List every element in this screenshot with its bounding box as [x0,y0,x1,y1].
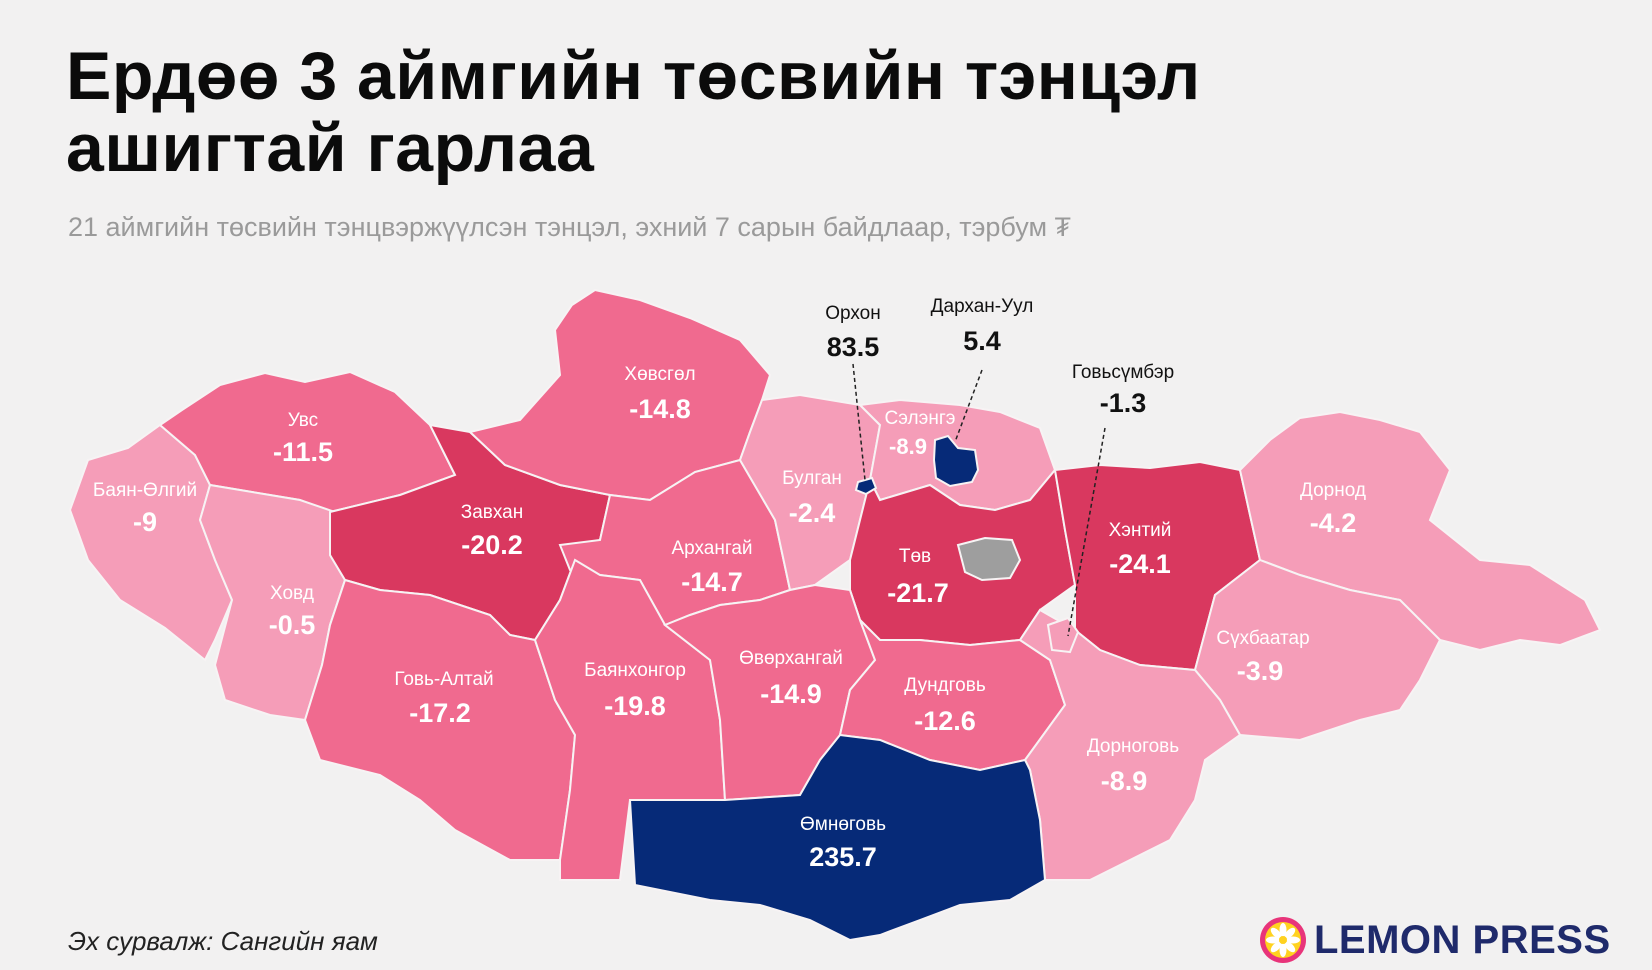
region-orkhon[interactable] [854,476,878,496]
region-value: -17.2 [409,698,471,728]
region-name: Дархан-Уул [931,296,1034,317]
region-name: Завхан [461,502,523,523]
subtitle: 21 аймгийн төсвийн тэнцвэржүүлсэн тэнцэл… [68,212,1072,242]
label-dornod: Дорнод -4.2 [1300,480,1366,538]
label-zavkhan: Завхан -20.2 [461,502,523,560]
region-value: -14.9 [760,679,822,709]
region-value: -4.2 [1310,508,1357,538]
region-ulaanbaatar[interactable] [956,536,1022,582]
label-govisumber: Говьсүмбэр -1.3 [1072,362,1174,418]
label-bulgan: Булган -2.4 [782,468,842,528]
region-name: Сүхбаатар [1216,628,1309,649]
region-darkhan-uul[interactable] [932,434,980,488]
label-sukhbaatar: Сүхбаатар -3.9 [1216,628,1309,686]
region-value: 83.5 [827,332,880,362]
region-value: 5.4 [963,326,1001,356]
darkhan-leader [954,369,983,443]
label-khuvsgul: Хөвсгөл -14.8 [624,364,695,424]
region-value: -19.8 [604,691,666,721]
region-value: -2.4 [789,498,836,528]
region-value: -9 [133,507,157,537]
region-umnugovi[interactable] [628,733,1047,942]
region-name: Орхон [825,303,880,324]
region-name: Дорноговь [1087,736,1179,757]
label-selenge: Сэлэнгэ -8.9 [885,408,956,459]
lemon-icon [1260,917,1306,963]
region-name: Увс [288,410,318,431]
label-dundgovi: Дундговь -12.6 [904,675,986,736]
label-bayan-olgii: Баян-Өлгий -9 [93,480,197,537]
brand-logo[interactable]: LEMON PRESS [1258,912,1611,968]
region-name: Баян-Өлгий [93,480,197,501]
region-value: -14.8 [629,394,691,424]
region-name: Өмнөговь [800,814,886,835]
region-value: -0.5 [269,610,316,640]
label-uvurkhangai: Өвөрхангай -14.9 [739,648,843,709]
region-name: Баянхонгор [584,660,686,681]
region-value: 235.7 [809,842,877,872]
region-name: Өвөрхангай [739,648,843,669]
region-name: Булган [782,468,842,489]
label-uvs: Увс -11.5 [273,410,333,467]
label-bayankhongor: Баянхонгор -19.8 [584,660,686,721]
label-umnugovi: Өмнөговь 235.7 [800,814,886,872]
label-tuv: Төв -21.7 [887,546,949,608]
region-value: -11.5 [273,437,333,467]
region-name: Говь-Алтай [394,669,493,690]
label-orkhon: Орхон 83.5 [825,303,880,362]
region-name: Хэнтий [1109,520,1172,541]
region-name: Архангай [671,538,752,559]
region-value: -21.7 [887,578,949,608]
label-darkhan-uul: Дархан-Уул 5.4 [931,296,1034,356]
label-khentii: Хэнтий -24.1 [1109,520,1172,579]
region-value: -3.9 [1237,656,1284,686]
orkhon-leader [852,363,866,481]
brand-name: LEMON PRESS [1314,917,1611,962]
region-value: -20.2 [461,530,523,560]
label-dornogovi: Дорноговь -8.9 [1087,736,1179,796]
region-name: Төв [899,546,931,567]
region-value: -24.1 [1109,549,1171,579]
label-khovd: Ховд -0.5 [269,583,316,640]
region-govisumber[interactable] [1046,616,1080,654]
region-name: Сэлэнгэ [885,408,956,429]
label-govi-altai: Говь-Алтай -17.2 [394,669,493,728]
govisumber-leader [1067,427,1106,637]
region-name: Ховд [270,583,314,604]
region-name: Дундговь [904,675,986,696]
region-name: Говьсүмбэр [1072,362,1174,383]
page-title: Ердөө 3 аймгийн төсвийн тэнцэл ашигтай г… [66,38,1201,186]
region-name: Хөвсгөл [624,364,695,385]
region-value: -8.9 [1101,766,1148,796]
label-arkhangai: Архангай -14.7 [671,538,752,597]
region-name: Дорнод [1300,480,1366,501]
region-value: -12.6 [914,706,976,736]
region-value: -8.9 [889,434,927,459]
region-value: -1.3 [1100,388,1147,418]
region-value: -14.7 [681,567,743,597]
source-note: Эх сурвалж: Сангийн яам [68,926,378,956]
